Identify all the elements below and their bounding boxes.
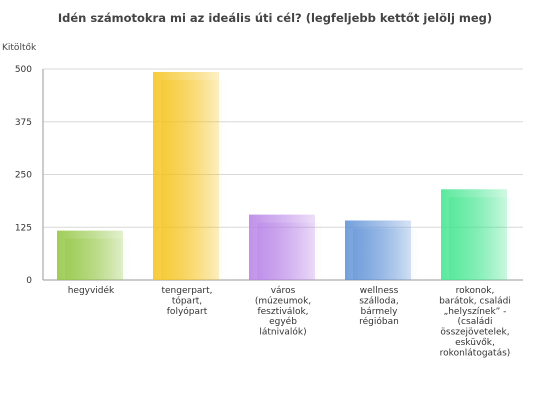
x-tick-label: hegyvidék [68,285,115,296]
bar [57,230,123,280]
bar [441,189,507,280]
y-axis-title: Kitöltők [2,43,37,53]
y-tick-label: 375 [15,118,32,128]
x-tick-label: város (múzeumok, fesztiválok, egyéb látnival… [255,286,311,338]
y-tick-label: 500 [15,65,32,75]
x-tick-label: rokonok, barátok, családi „helyszínek” -(c… [439,286,511,358]
bar [249,214,315,280]
x-tick-label: wellness szálloda, bármely régióban [359,286,399,327]
y-tick-label: 0 [26,276,32,286]
chart-title: Idén számotokra mi az ideális úti cél? (… [57,11,493,25]
bar [345,220,411,280]
bar [153,71,219,280]
y-tick-label: 125 [15,223,32,233]
y-tick-label: 250 [15,171,32,181]
x-tick-label: tengerpart, tópart, folyópart [161,286,212,317]
